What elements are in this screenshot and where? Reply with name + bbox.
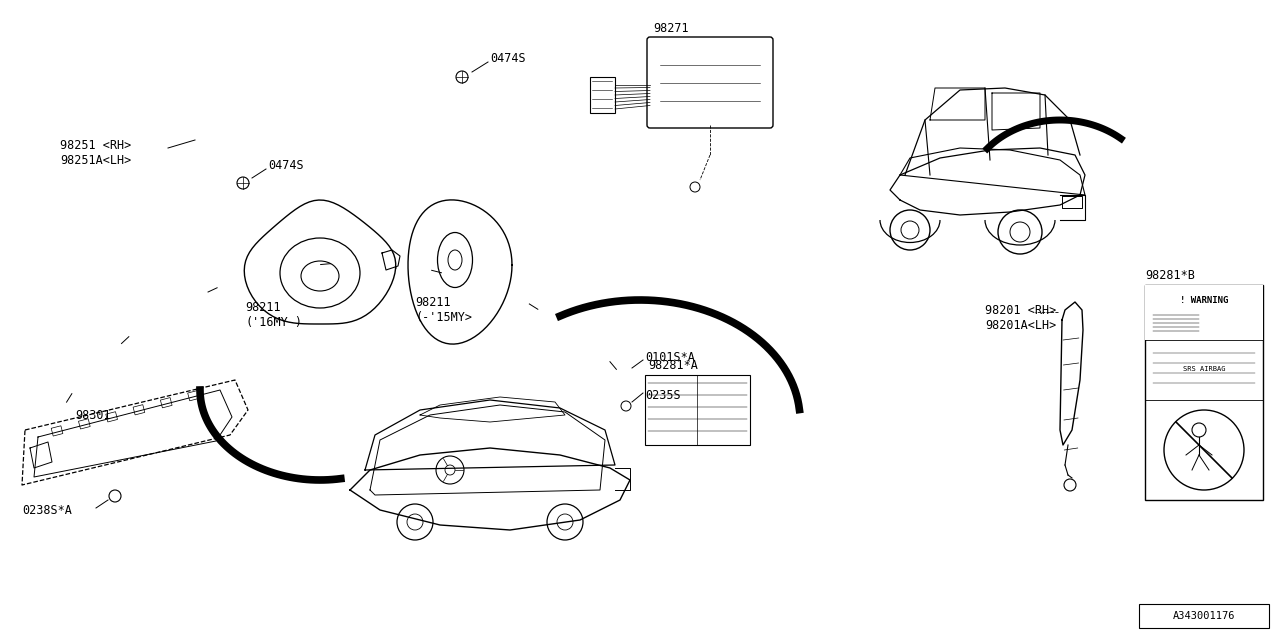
Bar [78,419,90,429]
Text: 98251 <RH>: 98251 <RH> [60,138,132,152]
Bar [51,426,63,436]
Text: 0238S*A: 0238S*A [22,504,72,516]
Bar [590,77,614,113]
Text: 98251A<LH>: 98251A<LH> [60,154,132,166]
Text: 98201A<LH>: 98201A<LH> [986,319,1056,332]
Text: 0474S: 0474S [490,51,526,65]
Bar [1146,285,1263,340]
Text: 98281*A: 98281*A [648,358,698,371]
FancyBboxPatch shape [1139,604,1268,628]
Text: 0474S: 0474S [268,159,303,172]
Text: 98271: 98271 [653,22,689,35]
Text: A343001176: A343001176 [1172,611,1235,621]
Bar [188,390,200,401]
Text: 0101S*A: 0101S*A [645,351,695,364]
Bar [133,404,145,415]
Bar [1146,285,1263,500]
FancyBboxPatch shape [646,37,773,128]
Text: 98211
(-'15MY>: 98211 (-'15MY> [415,296,472,324]
Text: 98201 <RH>: 98201 <RH> [986,303,1056,317]
Bar [106,412,118,422]
Text: 98211
('16MY-): 98211 ('16MY-) [244,301,302,329]
Text: ! WARNING: ! WARNING [1180,296,1229,305]
Text: 98281*B: 98281*B [1146,269,1194,282]
Text: 0235S: 0235S [645,388,681,401]
Text: SRS AIRBAG: SRS AIRBAG [1183,366,1225,372]
Bar [160,397,172,408]
Bar [645,375,750,445]
Text: 98301: 98301 [76,408,110,422]
